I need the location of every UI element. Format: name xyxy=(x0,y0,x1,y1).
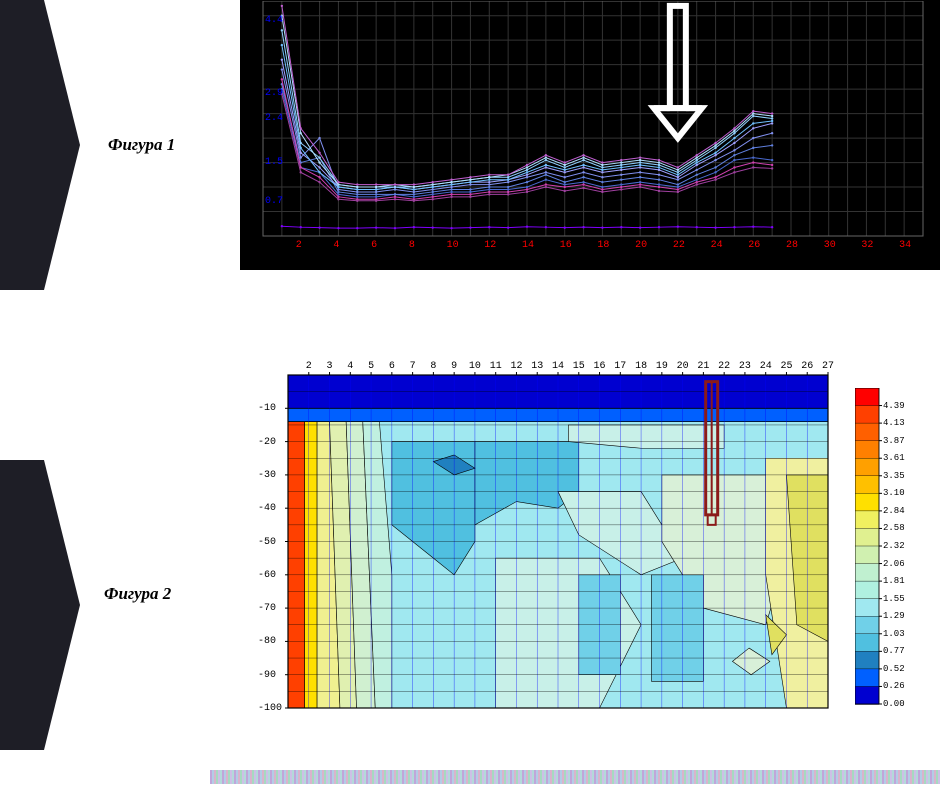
fig1-x-tick: 4 xyxy=(333,240,339,251)
fig1-x-tick: 30 xyxy=(824,240,836,251)
fig2-x-tick: 13 xyxy=(531,361,543,372)
fig1-x-tick: 14 xyxy=(522,240,534,251)
fig1-y-tick: 2.4 xyxy=(265,113,283,124)
fig1-x-tick: 34 xyxy=(899,240,911,251)
fig1-x-tick: 8 xyxy=(409,240,415,251)
fig2-x-tick: 9 xyxy=(451,361,457,372)
figure-1-label: Фигура 1 xyxy=(108,135,175,155)
legend-tick: 0.52 xyxy=(883,664,905,674)
fig2-x-tick: 10 xyxy=(469,361,481,372)
fig2-x-tick: 5 xyxy=(368,361,374,372)
legend-tick: 2.06 xyxy=(883,559,905,569)
fig2-x-tick: 11 xyxy=(490,361,502,372)
fig1-x-tick: 32 xyxy=(861,240,873,251)
fig1-y-tick: 0.7 xyxy=(265,196,283,207)
pointer-shape-1 xyxy=(0,0,80,290)
legend-tick: 3.10 xyxy=(883,488,905,498)
legend-tick: 3.35 xyxy=(883,471,905,481)
legend-tick: 1.81 xyxy=(883,576,905,586)
legend-tick: 0.77 xyxy=(883,646,905,656)
legend-tick: 2.32 xyxy=(883,541,905,551)
fig2-x-tick: 8 xyxy=(430,361,436,372)
fig2-x-tick: 17 xyxy=(614,361,626,372)
fig1-x-tick: 2 xyxy=(296,240,302,251)
legend-tick: 1.29 xyxy=(883,611,905,621)
legend-tick: 0.00 xyxy=(883,699,905,709)
fig2-x-tick: 21 xyxy=(697,361,709,372)
legend-tick: 4.39 xyxy=(883,401,905,411)
fig2-x-tick: 18 xyxy=(635,361,647,372)
fig1-x-tick: 18 xyxy=(597,240,609,251)
fig1-x-tick: 16 xyxy=(560,240,572,251)
decorative-noise-strip xyxy=(210,770,940,784)
fig2-x-tick: 26 xyxy=(801,361,813,372)
fig1-x-tick: 22 xyxy=(673,240,685,251)
fig1-y-tick: 1.5 xyxy=(265,157,283,168)
fig1-y-tick: 2.9 xyxy=(265,88,283,99)
fig2-x-tick: 22 xyxy=(718,361,730,372)
fig2-x-tick: 27 xyxy=(822,361,834,372)
fig2-y-tick: -60 xyxy=(258,570,276,581)
fig2-x-tick: 4 xyxy=(347,361,353,372)
fig2-x-tick: 15 xyxy=(573,361,585,372)
legend-tick: 3.61 xyxy=(883,453,905,463)
fig2-y-tick: -40 xyxy=(258,503,276,514)
figure-1-chart: 2468101214161820222426283032340.71.52.42… xyxy=(240,0,940,270)
fig1-y-tick: 4.4 xyxy=(265,15,283,26)
fig2-y-tick: -100 xyxy=(258,703,282,714)
fig2-x-tick: 24 xyxy=(760,361,772,372)
pointer-shape-2 xyxy=(0,460,80,750)
fig2-y-tick: -30 xyxy=(258,470,276,481)
fig1-x-tick: 10 xyxy=(447,240,459,251)
fig2-x-tick: 25 xyxy=(780,361,792,372)
legend-tick: 2.84 xyxy=(883,506,905,516)
fig2-y-tick: -10 xyxy=(258,403,276,414)
fig2-x-tick: 7 xyxy=(410,361,416,372)
fig1-x-tick: 20 xyxy=(635,240,647,251)
fig2-y-tick: -80 xyxy=(258,636,276,647)
legend-tick: 3.87 xyxy=(883,436,905,446)
fig1-x-tick: 12 xyxy=(484,240,496,251)
figure-2-colorbar: 4.39 4.13 3.87 3.61 3.35 3.10 2.84 2.58 2.32 2.06… xyxy=(855,388,925,708)
fig2-y-tick: -50 xyxy=(258,537,276,548)
legend-tick: 1.03 xyxy=(883,629,905,639)
fig2-x-tick: 14 xyxy=(552,361,564,372)
fig2-x-tick: 12 xyxy=(510,361,522,372)
fig2-x-tick: 3 xyxy=(327,361,333,372)
fig1-x-tick: 24 xyxy=(711,240,723,251)
fig2-x-tick: 16 xyxy=(594,361,606,372)
fig2-y-tick: -90 xyxy=(258,670,276,681)
fig1-x-tick: 28 xyxy=(786,240,798,251)
fig2-x-tick: 23 xyxy=(739,361,751,372)
figure-2-label: Фигура 2 xyxy=(104,584,171,604)
fig2-y-tick: -70 xyxy=(258,603,276,614)
fig2-x-tick: 6 xyxy=(389,361,395,372)
legend-tick: 4.13 xyxy=(883,418,905,428)
figure-2-chart: 2345678910111213141516171819202122232425… xyxy=(248,355,838,725)
fig2-x-tick: 20 xyxy=(677,361,689,372)
fig2-x-tick: 2 xyxy=(306,361,312,372)
legend-tick: 2.58 xyxy=(883,523,905,533)
fig2-y-tick: -20 xyxy=(258,437,276,448)
fig2-x-tick: 19 xyxy=(656,361,668,372)
fig1-x-tick: 6 xyxy=(371,240,377,251)
fig1-x-tick: 26 xyxy=(748,240,760,251)
legend-tick: 1.55 xyxy=(883,594,905,604)
legend-tick: 0.26 xyxy=(883,681,905,691)
